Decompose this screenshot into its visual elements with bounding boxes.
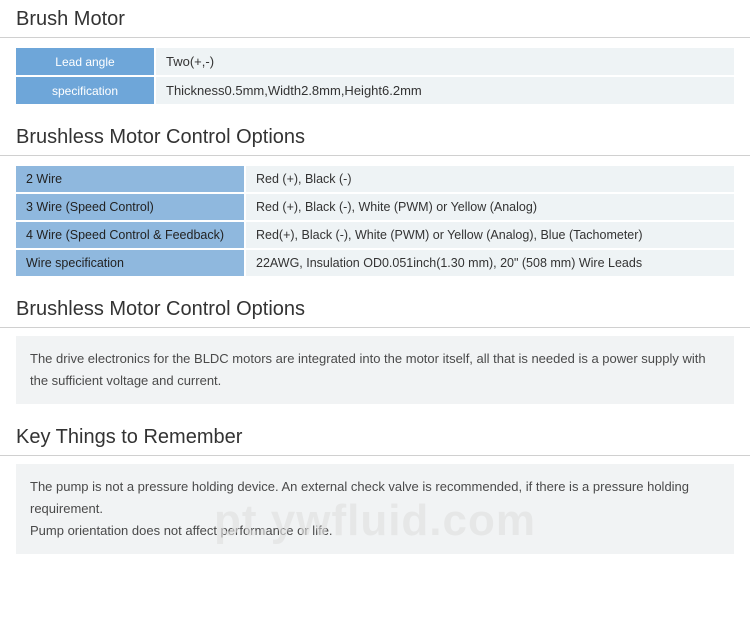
cell-value: Thickness0.5mm,Width2.8mm,Height6.2mm [156,77,734,104]
cell-value: 22AWG, Insulation OD0.051inch(1.30 mm), … [246,250,734,276]
cell-key: specification [16,77,156,104]
cell-key: 2 Wire [16,166,246,192]
section-title-brush-motor: Brush Motor [0,0,750,38]
cell-key: 3 Wire (Speed Control) [16,194,246,220]
cell-key: 4 Wire (Speed Control & Feedback) [16,222,246,248]
table-row: Lead angle Two(+,-) [16,48,734,75]
cell-value: Two(+,-) [156,48,734,75]
table-row: 4 Wire (Speed Control & Feedback) Red(+)… [16,222,734,248]
section-title-key-things: Key Things to Remember [0,418,750,456]
brush-motor-table: Lead angle Two(+,-) specification Thickn… [16,46,734,106]
section-title-brushless-note: Brushless Motor Control Options [0,290,750,328]
table-row: 3 Wire (Speed Control) Red (+), Black (-… [16,194,734,220]
note-line: The pump is not a pressure holding devic… [30,476,720,520]
note-text: The drive electronics for the BLDC motor… [30,351,706,388]
cell-value: Red (+), Black (-), White (PWM) or Yello… [246,194,734,220]
brushless-note-box: The drive electronics for the BLDC motor… [16,336,734,404]
section-title-brushless-options: Brushless Motor Control Options [0,118,750,156]
brushless-options-table: 2 Wire Red (+), Black (-) 3 Wire (Speed … [16,164,734,278]
note-line: Pump orientation does not affect perform… [30,520,720,542]
cell-key: Lead angle [16,48,156,75]
key-things-box: The pump is not a pressure holding devic… [16,464,734,554]
cell-value: Red (+), Black (-) [246,166,734,192]
table-row: Wire specification 22AWG, Insulation OD0… [16,250,734,276]
cell-value: Red(+), Black (-), White (PWM) or Yellow… [246,222,734,248]
table-row: 2 Wire Red (+), Black (-) [16,166,734,192]
cell-key: Wire specification [16,250,246,276]
table-row: specification Thickness0.5mm,Width2.8mm,… [16,77,734,104]
